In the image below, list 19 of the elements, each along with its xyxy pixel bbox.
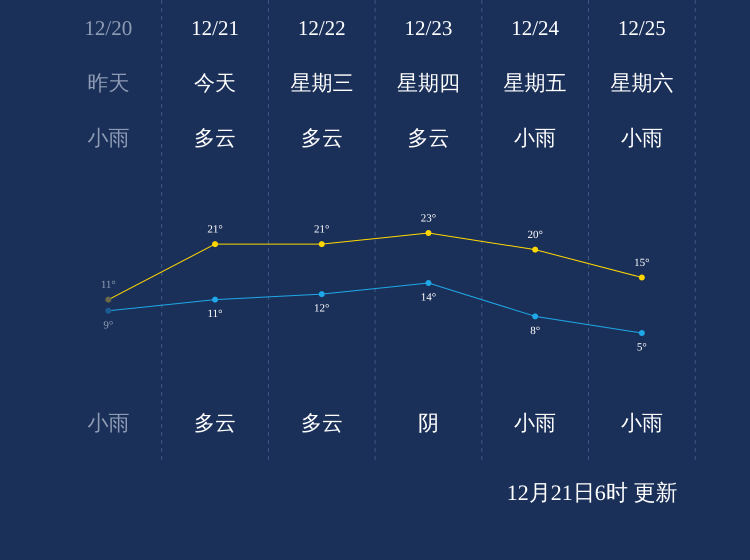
annotation: 昨天	[87, 70, 130, 95]
annotation: 小雨	[87, 410, 130, 435]
annotation: 小雨	[514, 410, 556, 435]
annotation: 星期三	[290, 70, 354, 95]
annotation: 多云	[194, 410, 236, 435]
annotation: 多云	[300, 126, 343, 150]
annotation: 小雨	[620, 410, 663, 435]
annotation: 今天	[194, 70, 236, 95]
annotation: 星期五	[504, 70, 567, 95]
annotation: 小雨	[87, 126, 130, 150]
annotation: 小雨	[514, 126, 556, 150]
annotation: 小雨	[620, 126, 663, 150]
annotation: 多云	[300, 410, 343, 435]
annotation: 多云	[194, 126, 236, 150]
annotation: 星期四	[396, 70, 460, 95]
annotation: 12月21日6时 更新	[506, 480, 678, 506]
annotation: 星期六	[610, 70, 674, 95]
annotation: 阴	[418, 410, 439, 435]
annotation: 多云	[407, 126, 450, 150]
